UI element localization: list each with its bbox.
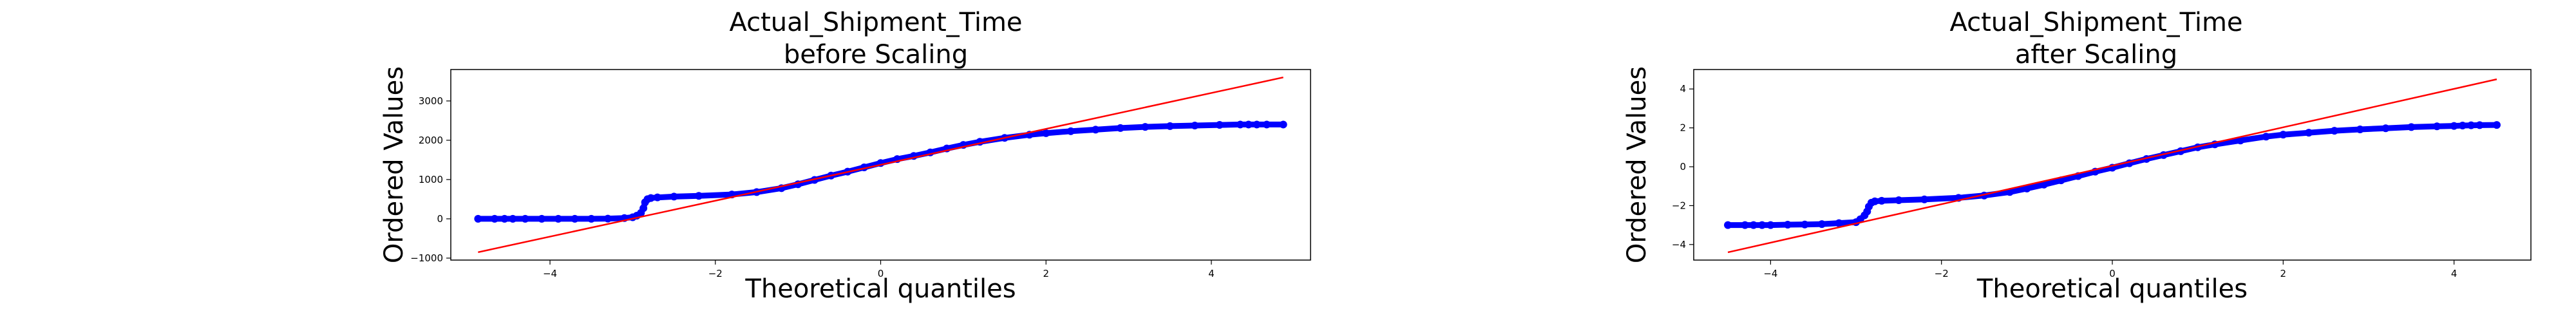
data-point (2467, 121, 2476, 129)
data-point (509, 214, 517, 223)
y-tick-label: 2 (1680, 122, 1686, 134)
data-point (2262, 133, 2270, 141)
data-point (1092, 126, 1100, 134)
plot-area (1724, 78, 2501, 254)
data-point (1066, 127, 1075, 135)
data-points-band (475, 121, 1287, 222)
x-tick-label: 0 (2109, 268, 2116, 279)
data-point (695, 192, 703, 200)
data-point (1749, 221, 1757, 229)
data-point (639, 204, 648, 212)
data-point (521, 214, 529, 223)
x-axis-label: Theoretical quantiles (1976, 274, 2248, 304)
data-points-band (1725, 122, 2500, 229)
x-tick-label: 2 (1043, 268, 1049, 279)
y-tick-label: −4 (1672, 239, 1686, 250)
data-point (1042, 129, 1050, 137)
data-point (2492, 121, 2501, 129)
data-point (2382, 124, 2390, 133)
data-point (2305, 129, 2313, 137)
chart-title-line-2: after Scaling (2015, 40, 2177, 70)
x-tick-label: 4 (1208, 268, 1215, 279)
data-point (2023, 184, 2031, 192)
data-point (1191, 121, 1199, 129)
data-point (1766, 221, 1775, 229)
x-tick-label: −2 (1935, 268, 1949, 279)
data-point (2330, 127, 2338, 135)
data-point (2407, 123, 2416, 131)
data-point (1262, 120, 1271, 129)
data-point (1871, 197, 1879, 205)
chart-title-line-2: before Scaling (784, 40, 968, 70)
data-point (500, 214, 509, 223)
y-axis-label: Ordered Values (379, 66, 409, 263)
data-point (587, 214, 596, 223)
fit-line (478, 76, 1283, 254)
chart-title-line-1: Actual_Shipment_Time (729, 8, 1022, 37)
y-tick-label: 0 (437, 213, 443, 225)
data-point (670, 192, 678, 201)
data-point (2450, 122, 2458, 130)
data-point (1920, 195, 1929, 203)
x-tick-label: 2 (2280, 268, 2287, 279)
data-point (1895, 196, 1903, 204)
x-tick-label: 0 (878, 268, 884, 279)
data-point (1141, 123, 1150, 131)
data-point (1244, 120, 1253, 129)
data-point (554, 214, 562, 223)
data-point (1724, 221, 1732, 229)
y-tick-label: −1000 (410, 252, 443, 264)
y-tick-label: 4 (1680, 83, 1686, 95)
x-tick-label: −4 (1763, 268, 1777, 279)
chart-title-line-1: Actual_Shipment_Time (1949, 8, 2242, 37)
data-point (1835, 219, 1843, 227)
data-point (2458, 121, 2467, 129)
data-point (1741, 221, 1749, 229)
data-point (1279, 120, 1287, 129)
data-point (2279, 131, 2287, 139)
y-tick-label: −2 (1672, 200, 1686, 211)
x-tick-label: 4 (2451, 268, 2458, 279)
data-point (1817, 220, 1826, 229)
data-point (491, 214, 499, 223)
data-point (1253, 120, 1261, 129)
y-tick-label: 2000 (419, 135, 443, 146)
data-point (603, 214, 612, 223)
data-point (1758, 221, 1766, 229)
data-point (474, 214, 482, 223)
data-point (1801, 220, 1809, 229)
data-point (2356, 126, 2364, 134)
data-point (538, 214, 546, 223)
data-point (1215, 121, 1224, 129)
x-tick-label: −4 (543, 268, 557, 279)
data-point (571, 214, 579, 223)
data-point (2433, 122, 2441, 131)
data-point (1166, 122, 1174, 130)
data-point (1116, 124, 1124, 132)
x-axis-label: Theoretical quantiles (744, 274, 1016, 304)
data-point (653, 193, 661, 201)
data-point (2476, 121, 2484, 129)
y-tick-label: 0 (1680, 161, 1686, 173)
y-tick-label: 3000 (419, 95, 443, 107)
fit-line (1727, 78, 2497, 254)
y-axis-label: Ordered Values (1622, 66, 1652, 263)
data-point (647, 194, 655, 202)
data-point (2236, 136, 2244, 145)
data-point (1877, 196, 1886, 205)
data-point (2040, 180, 2048, 189)
plot-area (474, 76, 1287, 254)
data-point (1236, 120, 1244, 129)
y-tick-label: 1000 (419, 174, 443, 185)
data-point (1783, 221, 1792, 229)
x-tick-label: −2 (708, 268, 723, 279)
